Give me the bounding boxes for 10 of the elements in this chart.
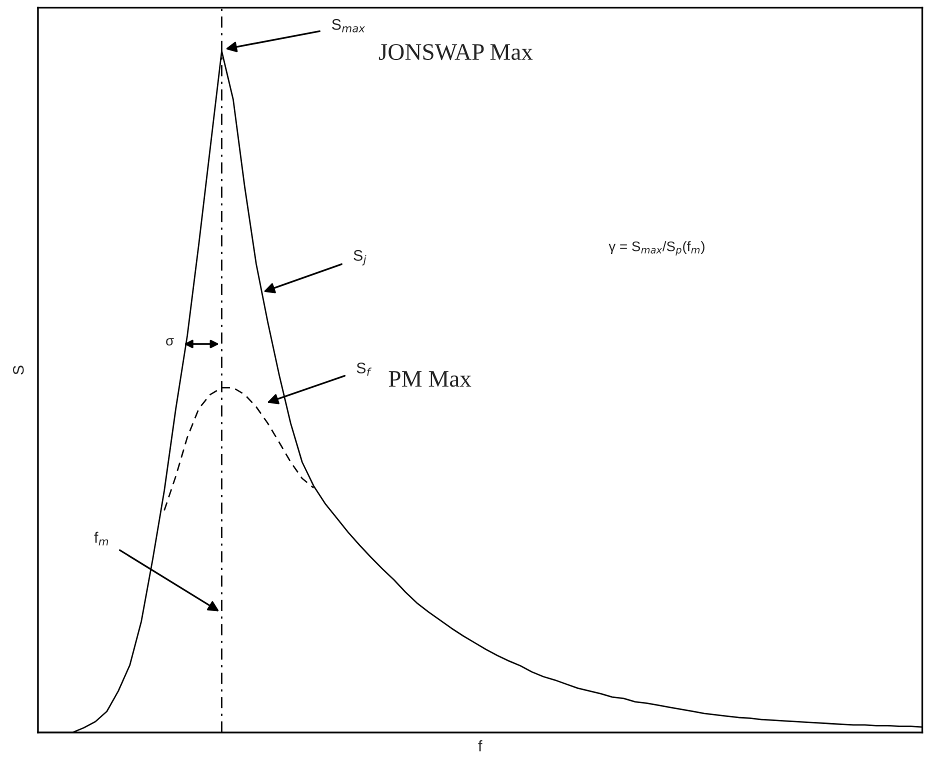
x-axis-title: f [478,740,482,752]
annotation: S$_{f}$ [356,362,372,376]
annotation: JONSWAP Max [378,44,533,60]
annotation: σ [166,338,174,346]
annotation: γ = S$_{max}$/S$_{p}$(f$_{m}$) [608,241,704,256]
annotation: f$_{m}$ [94,532,108,546]
text: S$_{max}$ [332,19,366,32]
annotation: PM Max [388,371,472,387]
y-axis-title: S [13,366,24,374]
annotation: S$_{j}$ [354,250,366,266]
